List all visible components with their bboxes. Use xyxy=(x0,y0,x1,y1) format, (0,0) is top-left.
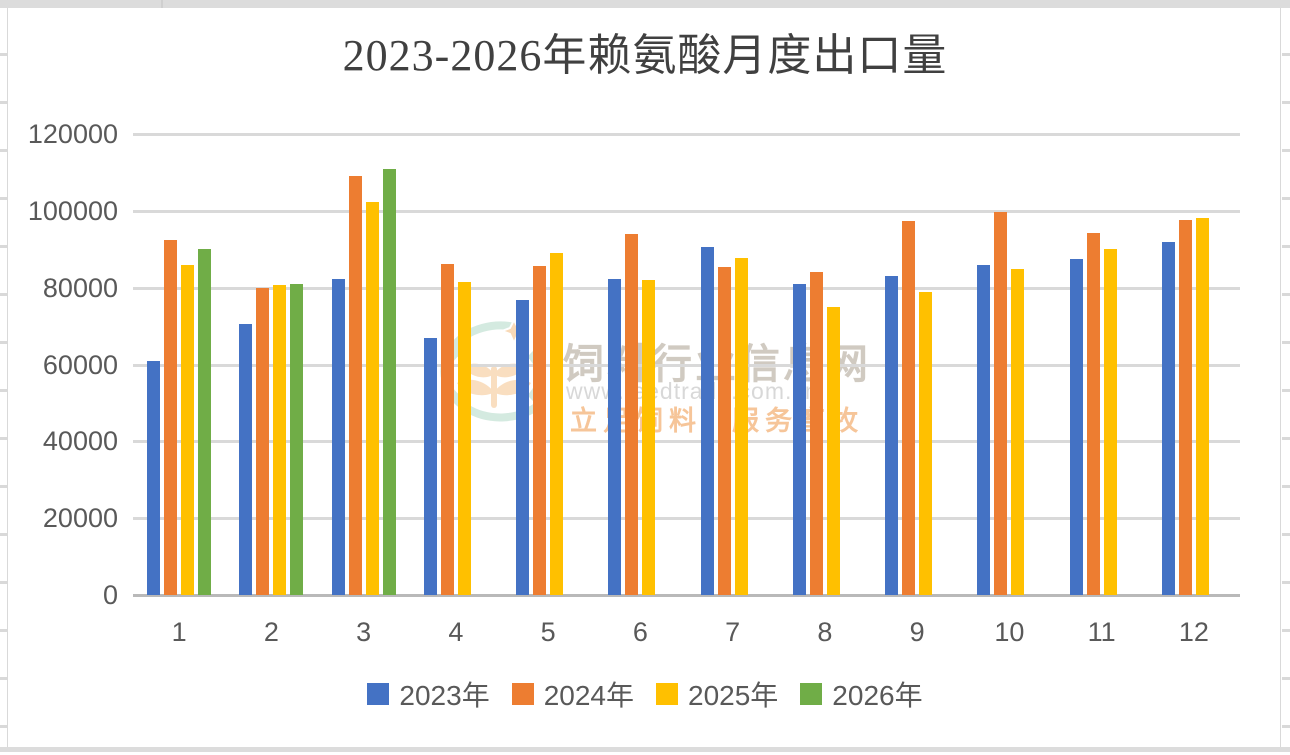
legend-label: 2026年 xyxy=(832,680,923,711)
legend-label: 2023年 xyxy=(399,680,490,711)
legend-item-2025年: 2025年 xyxy=(656,674,778,714)
bar-2025年-month-7 xyxy=(734,257,748,595)
spreadsheet-top-row-edge xyxy=(0,0,1290,8)
bar-group-month-12 xyxy=(1148,134,1240,595)
bar-2023年-month-2 xyxy=(239,324,253,595)
x-tick-label: 6 xyxy=(632,617,648,647)
chart-title: 2023-2026年赖氨酸月度出口量 xyxy=(342,31,948,80)
bar-2023年-month-6 xyxy=(608,279,622,595)
x-tick-label: 12 xyxy=(1178,617,1209,647)
bar-2023年-month-8 xyxy=(792,283,806,595)
bar-2024年-month-10 xyxy=(994,212,1008,595)
bar-2023年-month-3 xyxy=(331,278,345,595)
bar-group-month-6 xyxy=(594,134,686,595)
bar-group-month-3 xyxy=(318,134,410,595)
x-tick-label: 4 xyxy=(448,617,464,647)
y-tick-label: 80000 xyxy=(42,272,118,303)
bar-group-month-7 xyxy=(687,134,779,595)
bar-2025年-month-6 xyxy=(642,280,656,595)
y-tick-label: 120000 xyxy=(27,119,118,149)
chart-border-right xyxy=(1280,8,1281,747)
legend-swatch-icon xyxy=(656,683,678,705)
column-divider xyxy=(161,0,163,8)
y-tick-label: 0 xyxy=(102,580,118,610)
bar-group-month-9 xyxy=(871,134,963,595)
bar-group-month-5 xyxy=(502,134,594,595)
bar-2025年-month-11 xyxy=(1103,249,1117,595)
legend-item-2023年: 2023年 xyxy=(367,674,490,714)
bar-2024年-month-1 xyxy=(164,240,178,595)
bar-2025年-month-12 xyxy=(1195,218,1209,595)
bar-2024年-month-11 xyxy=(1086,233,1100,595)
legend-label: 2025年 xyxy=(688,680,779,711)
spreadsheet-bottom-row-edge xyxy=(0,747,1290,752)
x-tick-label: 3 xyxy=(356,617,372,647)
watermark-url: www.feedtrade.com.cn xyxy=(566,378,819,404)
spreadsheet-right-gridlines xyxy=(1282,8,1290,747)
bar-2023年-month-1 xyxy=(147,360,161,595)
bar-2025年-month-3 xyxy=(365,202,379,595)
bar-group-month-11 xyxy=(1056,134,1148,595)
bar-2023年-month-9 xyxy=(885,276,899,595)
bar-2024年-month-7 xyxy=(717,266,731,595)
bar-2024年-month-4 xyxy=(440,263,454,595)
bar-2026年-month-2 xyxy=(290,283,304,595)
y-tick-label: 100000 xyxy=(27,195,118,226)
bar-2023年-month-4 xyxy=(423,337,437,595)
y-tick-label: 40000 xyxy=(42,426,118,457)
bar-2024年-month-6 xyxy=(625,234,639,595)
legend-item-2026年: 2026年 xyxy=(800,674,923,714)
bar-2025年-month-10 xyxy=(1011,268,1025,595)
chart-border-left xyxy=(7,8,8,747)
bar-2023年-month-7 xyxy=(700,246,714,595)
bar-2023年-month-12 xyxy=(1161,241,1175,595)
bar-2023年-month-10 xyxy=(977,264,991,595)
bar-2025年-month-2 xyxy=(273,284,287,595)
bar-2026年-month-3 xyxy=(382,169,396,595)
legend-item-2024年: 2024年 xyxy=(511,674,634,714)
bar-2025年-month-8 xyxy=(826,307,840,595)
x-tick-label: 10 xyxy=(994,617,1025,647)
bar-group-month-10 xyxy=(963,134,1055,595)
bar-2025年-month-5 xyxy=(550,252,564,595)
bar-2023年-month-11 xyxy=(1069,258,1083,595)
bar-group-month-8 xyxy=(779,134,871,595)
x-tick-label: 11 xyxy=(1087,617,1116,647)
legend: 2023年 2024年 2025年 2026年 xyxy=(0,674,1290,714)
bar-2024年-month-12 xyxy=(1178,220,1192,595)
y-tick-label: 60000 xyxy=(42,349,118,380)
x-tick-label: 7 xyxy=(725,617,741,647)
bar-group-month-4 xyxy=(410,134,502,595)
x-tick-label: 8 xyxy=(817,617,833,647)
plot-area xyxy=(133,134,1240,595)
legend-swatch-icon xyxy=(511,683,534,705)
x-tick-label: 9 xyxy=(909,617,925,647)
spreadsheet-left-gridlines xyxy=(0,8,7,747)
x-tick-label: 1 xyxy=(171,617,187,647)
y-tick-label: 20000 xyxy=(42,503,118,534)
bar-2024年-month-5 xyxy=(533,266,547,595)
bar-2024年-month-8 xyxy=(809,271,823,595)
x-tick-label: 5 xyxy=(540,617,556,647)
bar-group-month-1 xyxy=(133,134,225,595)
bar-2024年-month-3 xyxy=(348,175,362,595)
legend-label: 2024年 xyxy=(543,680,634,711)
legend-swatch-icon xyxy=(800,683,823,705)
bar-2023年-month-5 xyxy=(516,300,530,595)
bar-2025年-month-9 xyxy=(919,291,933,595)
bar-2024年-month-9 xyxy=(902,221,916,595)
x-axis-labels: 1 2 3 4 5 6 7 8 9 10 11 12 xyxy=(133,617,1240,648)
bar-2026年-month-1 xyxy=(198,249,212,595)
bar-2024年-month-2 xyxy=(256,288,270,595)
bar-group-month-2 xyxy=(225,134,317,595)
x-tick-label: 2 xyxy=(263,617,279,647)
bar-2025年-month-4 xyxy=(457,281,471,595)
bar-2025年-month-1 xyxy=(181,265,195,595)
legend-swatch-icon xyxy=(367,683,390,705)
